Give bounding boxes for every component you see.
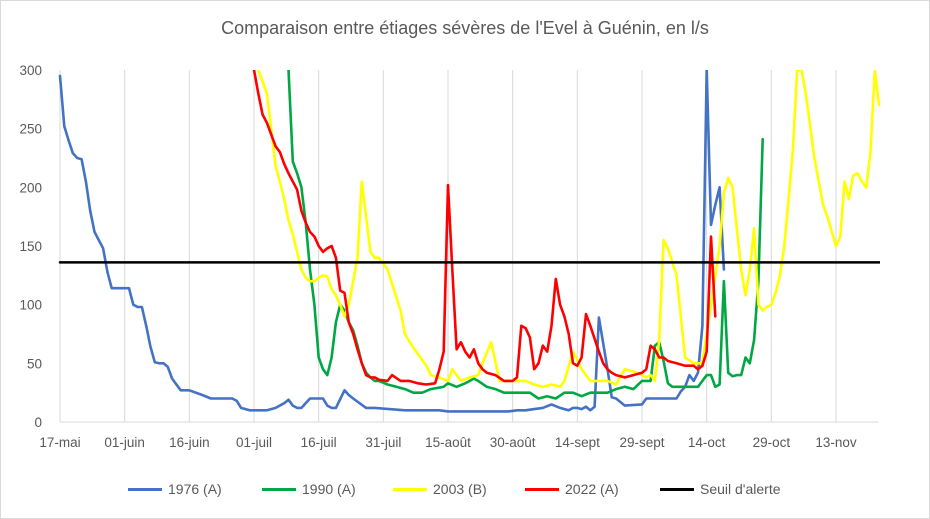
y-tick-label: 300 bbox=[19, 63, 42, 78]
legend-swatch bbox=[262, 487, 296, 491]
grid-layer bbox=[59, 70, 837, 422]
legend-item: 2003 (B) bbox=[393, 477, 487, 501]
x-tick-label: 17-mai bbox=[39, 435, 80, 450]
legend-item: 2022 (A) bbox=[525, 477, 619, 501]
y-tick-label: 150 bbox=[19, 239, 42, 254]
x-tick-label: 31-juil bbox=[365, 435, 401, 450]
legend-swatch bbox=[525, 487, 559, 491]
x-tick-label: 29-sept bbox=[619, 435, 664, 450]
y-tick-label: 100 bbox=[19, 298, 42, 313]
series-line-2022-a bbox=[252, 70, 717, 386]
y-tick-label: 200 bbox=[19, 180, 42, 195]
x-tick-label: 01-juin bbox=[104, 435, 145, 450]
legend: 1976 (A) 1990 (A) 2003 (B) 2022 (A) Seuil d'… bbox=[0, 477, 930, 501]
series-line-2003-b bbox=[256, 70, 880, 389]
y-tick-label: 250 bbox=[19, 122, 42, 137]
legend-label: Seuil d'alerte bbox=[700, 481, 781, 497]
legend-item: 1976 (A) bbox=[128, 477, 222, 501]
x-tick-label: 14-oct bbox=[688, 435, 726, 450]
label-layer: 17-mai 01-juin 16-juin 01-juil 16-juil 31-jui… bbox=[19, 63, 856, 450]
x-tick-label: 13-nov bbox=[815, 435, 857, 450]
x-tick-label: 14-sept bbox=[555, 435, 600, 450]
x-tick-label: 01-juil bbox=[236, 435, 272, 450]
y-tick-label: 0 bbox=[34, 415, 42, 430]
legend-label: 1990 (A) bbox=[302, 481, 356, 497]
legend-item: 1990 (A) bbox=[262, 477, 356, 501]
legend-swatch bbox=[660, 487, 694, 491]
series-line-1976-a bbox=[58, 70, 726, 413]
legend-item: Seuil d'alerte bbox=[660, 477, 781, 501]
x-tick-label: 30-août bbox=[490, 435, 536, 450]
legend-swatch bbox=[128, 487, 162, 491]
chart-title: Comparaison entre étiages sévères de l'E… bbox=[221, 18, 709, 38]
x-tick-label: 16-juin bbox=[169, 435, 210, 450]
series-layer bbox=[58, 70, 880, 413]
legend-label: 2003 (B) bbox=[433, 481, 487, 497]
legend-label: 2022 (A) bbox=[565, 481, 619, 497]
x-tick-label: 15-août bbox=[425, 435, 471, 450]
y-tick-label: 50 bbox=[27, 356, 42, 371]
legend-label: 1976 (A) bbox=[168, 481, 222, 497]
x-tick-label: 29-oct bbox=[753, 435, 791, 450]
legend-swatch bbox=[393, 487, 427, 491]
x-tick-label: 16-juil bbox=[301, 435, 337, 450]
